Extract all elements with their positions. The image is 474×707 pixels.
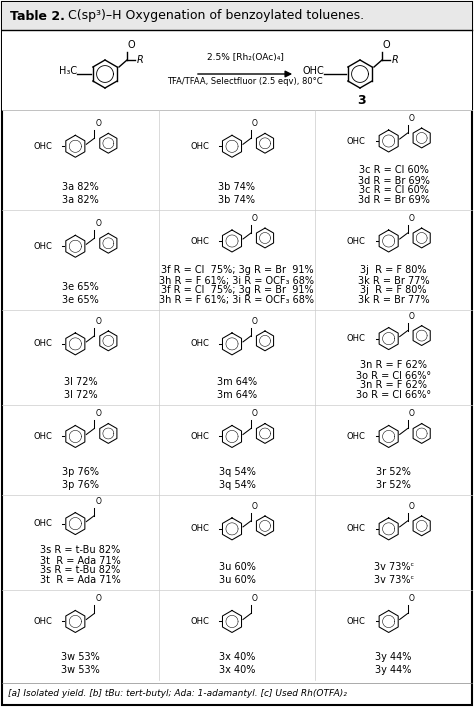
Text: 3u 60%: 3u 60% xyxy=(219,562,255,572)
Text: 3w 53%: 3w 53% xyxy=(61,652,100,662)
Text: O: O xyxy=(95,219,101,228)
Text: 3h R = F 61%; 3i R = OCF₃ 68%: 3h R = F 61%; 3i R = OCF₃ 68% xyxy=(159,276,315,286)
Text: O: O xyxy=(409,409,415,419)
Text: 3t  R = Ada 71%: 3t R = Ada 71% xyxy=(40,575,121,585)
FancyBboxPatch shape xyxy=(2,2,472,30)
Text: H₃C: H₃C xyxy=(59,66,77,76)
Text: OHC: OHC xyxy=(302,66,324,76)
Text: 3o R = Cl 66%°: 3o R = Cl 66%° xyxy=(356,390,431,400)
Text: O: O xyxy=(95,595,101,604)
Text: OHC: OHC xyxy=(34,519,52,528)
Text: 3x 40%: 3x 40% xyxy=(219,665,255,675)
Text: OHC: OHC xyxy=(190,432,209,441)
Text: 3j  R = F 80%: 3j R = F 80% xyxy=(360,285,427,295)
Text: 3n R = F 62%: 3n R = F 62% xyxy=(360,380,427,390)
Text: 3e 65%: 3e 65% xyxy=(62,295,99,305)
Text: 3m 64%: 3m 64% xyxy=(217,390,257,400)
Text: 3v 73%ᶜ: 3v 73%ᶜ xyxy=(374,562,414,572)
FancyBboxPatch shape xyxy=(2,30,472,110)
Text: 3v 73%ᶜ: 3v 73%ᶜ xyxy=(374,575,414,585)
Text: Table 2.: Table 2. xyxy=(10,9,65,23)
Text: O: O xyxy=(95,496,101,506)
Text: OHC: OHC xyxy=(347,237,365,245)
Text: 3d R = Br 69%: 3d R = Br 69% xyxy=(358,195,429,205)
Text: OHC: OHC xyxy=(34,617,52,626)
Text: 3w 53%: 3w 53% xyxy=(61,665,100,675)
Text: OHC: OHC xyxy=(34,432,52,441)
Text: 3: 3 xyxy=(358,93,366,107)
Text: 3q 54%: 3q 54% xyxy=(219,480,255,490)
Text: OHC: OHC xyxy=(347,334,365,343)
Text: 3f R = Cl  75%; 3g R = Br  91%: 3f R = Cl 75%; 3g R = Br 91% xyxy=(161,265,313,275)
Text: O: O xyxy=(252,214,258,223)
Text: 3e 65%: 3e 65% xyxy=(62,282,99,292)
Text: R: R xyxy=(392,55,399,65)
Text: C(sp³)–H Oxygenation of benzoylated toluenes.: C(sp³)–H Oxygenation of benzoylated tolu… xyxy=(68,9,364,23)
Text: OHC: OHC xyxy=(190,142,209,151)
Text: 3x 40%: 3x 40% xyxy=(219,652,255,662)
Text: OHC: OHC xyxy=(347,617,365,626)
Text: [a] Isolated yield. [b] tBu: tert-butyl; Ada: 1-adamantyl. [c] Used Rh(OTFA)₂: [a] Isolated yield. [b] tBu: tert-butyl;… xyxy=(8,689,347,699)
Text: 3q 54%: 3q 54% xyxy=(219,467,255,477)
Text: O: O xyxy=(252,595,258,604)
Text: O: O xyxy=(409,214,415,223)
Text: 2.5% [Rh₂(OAc)₄]: 2.5% [Rh₂(OAc)₄] xyxy=(207,53,283,62)
Text: 3c R = Cl 60%: 3c R = Cl 60% xyxy=(359,165,428,175)
Text: 3m 64%: 3m 64% xyxy=(217,377,257,387)
Text: 3s R = t-Bu 82%: 3s R = t-Bu 82% xyxy=(40,565,120,575)
Text: O: O xyxy=(128,40,136,50)
Text: O: O xyxy=(95,409,101,419)
Text: 3o R = Cl 66%°: 3o R = Cl 66%° xyxy=(356,371,431,381)
Text: R: R xyxy=(137,55,144,65)
Text: OHC: OHC xyxy=(347,136,365,146)
Text: 3k R = Br 77%: 3k R = Br 77% xyxy=(358,276,429,286)
Text: O: O xyxy=(409,114,415,123)
Text: O: O xyxy=(252,502,258,511)
Text: 3l 72%: 3l 72% xyxy=(64,390,97,400)
Text: OHC: OHC xyxy=(190,617,209,626)
Text: 3p 76%: 3p 76% xyxy=(62,467,99,477)
Text: 3k R = Br 77%: 3k R = Br 77% xyxy=(358,295,429,305)
Text: O: O xyxy=(383,40,391,50)
Text: 3s R = t-Bu 82%: 3s R = t-Bu 82% xyxy=(40,545,120,555)
Text: O: O xyxy=(252,317,258,326)
Text: 3h R = F 61%; 3i R = OCF₃ 68%: 3h R = F 61%; 3i R = OCF₃ 68% xyxy=(159,295,315,305)
Text: 3n R = F 62%: 3n R = F 62% xyxy=(360,360,427,370)
Text: OHC: OHC xyxy=(347,432,365,441)
Text: OHC: OHC xyxy=(34,339,52,349)
Text: OHC: OHC xyxy=(34,242,52,251)
Text: O: O xyxy=(409,502,415,511)
Text: 3l 72%: 3l 72% xyxy=(64,377,97,387)
Text: OHC: OHC xyxy=(190,525,209,533)
Text: O: O xyxy=(252,409,258,419)
Text: OHC: OHC xyxy=(190,339,209,349)
Text: 3j  R = F 80%: 3j R = F 80% xyxy=(360,265,427,275)
Text: 3y 44%: 3y 44% xyxy=(375,665,412,675)
Text: 3p 76%: 3p 76% xyxy=(62,480,99,490)
Text: O: O xyxy=(95,317,101,326)
Text: O: O xyxy=(409,312,415,320)
Text: 3f R = Cl  75%; 3g R = Br  91%: 3f R = Cl 75%; 3g R = Br 91% xyxy=(161,285,313,295)
Text: O: O xyxy=(95,119,101,128)
Text: 3d R = Br 69%: 3d R = Br 69% xyxy=(358,176,429,186)
Text: 3t  R = Ada 71%: 3t R = Ada 71% xyxy=(40,556,121,566)
Text: 3b 74%: 3b 74% xyxy=(219,195,255,205)
Text: OHC: OHC xyxy=(34,142,52,151)
Text: O: O xyxy=(252,119,258,128)
Text: 3b 74%: 3b 74% xyxy=(219,182,255,192)
Text: 3u 60%: 3u 60% xyxy=(219,575,255,585)
Text: 3a 82%: 3a 82% xyxy=(62,195,99,205)
Text: OHC: OHC xyxy=(190,237,209,245)
Text: 3r 52%: 3r 52% xyxy=(376,480,411,490)
Text: O: O xyxy=(409,595,415,604)
Text: TFA/TFAA, Selectfluor (2.5 eqv), 80°C: TFA/TFAA, Selectfluor (2.5 eqv), 80°C xyxy=(167,77,323,86)
Text: OHC: OHC xyxy=(347,525,365,533)
Text: 3y 44%: 3y 44% xyxy=(375,652,412,662)
Text: 3a 82%: 3a 82% xyxy=(62,182,99,192)
Text: 3c R = Cl 60%: 3c R = Cl 60% xyxy=(359,185,428,195)
Text: 3r 52%: 3r 52% xyxy=(376,467,411,477)
